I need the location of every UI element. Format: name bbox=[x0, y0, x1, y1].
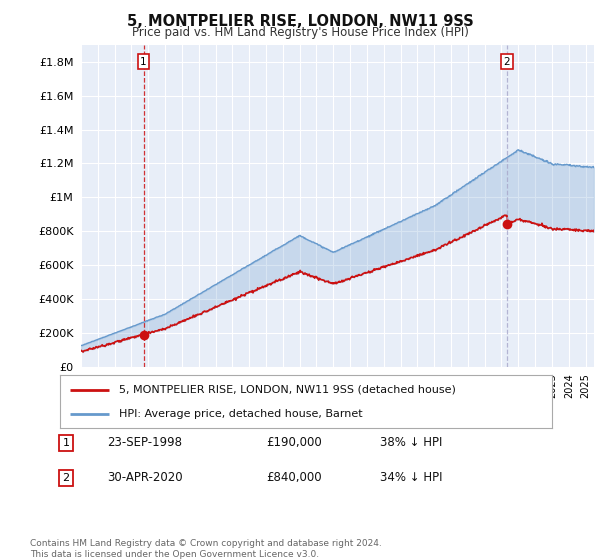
Text: 5, MONTPELIER RISE, LONDON, NW11 9SS (detached house): 5, MONTPELIER RISE, LONDON, NW11 9SS (de… bbox=[119, 385, 456, 395]
Text: Price paid vs. HM Land Registry's House Price Index (HPI): Price paid vs. HM Land Registry's House … bbox=[131, 26, 469, 39]
Text: 1: 1 bbox=[140, 57, 147, 67]
Text: 23-SEP-1998: 23-SEP-1998 bbox=[107, 436, 182, 450]
Text: £190,000: £190,000 bbox=[266, 436, 322, 450]
Text: £840,000: £840,000 bbox=[266, 472, 322, 484]
Text: 2: 2 bbox=[62, 473, 70, 483]
Text: 5, MONTPELIER RISE, LONDON, NW11 9SS: 5, MONTPELIER RISE, LONDON, NW11 9SS bbox=[127, 14, 473, 29]
Text: 1: 1 bbox=[62, 438, 70, 448]
Text: 34% ↓ HPI: 34% ↓ HPI bbox=[380, 472, 442, 484]
Text: 2: 2 bbox=[504, 57, 511, 67]
Text: HPI: Average price, detached house, Barnet: HPI: Average price, detached house, Barn… bbox=[119, 409, 362, 419]
Text: 38% ↓ HPI: 38% ↓ HPI bbox=[380, 436, 442, 450]
Text: Contains HM Land Registry data © Crown copyright and database right 2024.
This d: Contains HM Land Registry data © Crown c… bbox=[30, 539, 382, 559]
Text: 30-APR-2020: 30-APR-2020 bbox=[107, 472, 182, 484]
